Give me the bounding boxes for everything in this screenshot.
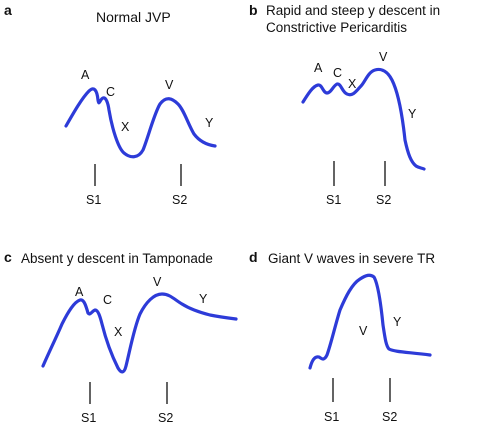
panel-b-label-x: X xyxy=(348,77,357,91)
panel-d-label-y: Y xyxy=(393,315,402,329)
panel-c-s1-label: S1 xyxy=(81,411,96,425)
panel-b-label-y: Y xyxy=(408,107,417,121)
panel-c-s2-label: S2 xyxy=(158,411,173,425)
panel-a-label-c: C xyxy=(106,85,115,99)
panel-d-waveform xyxy=(308,273,432,370)
panel-b-diagram: A C X V Y S1 S2 xyxy=(301,50,426,207)
panel-c-title: Absent y descent in Tamponade xyxy=(21,251,213,266)
panel-b-s1-label: S1 xyxy=(326,193,341,207)
panel-d-s2-label: S2 xyxy=(382,410,397,424)
panel-d-s1-label: S1 xyxy=(324,410,339,424)
panel-c-label-x: X xyxy=(114,325,123,339)
panel-c-tag: c xyxy=(4,249,12,265)
panel-b-title-line-2: Constrictive Pericarditis xyxy=(266,20,408,35)
panel-c-label-c: C xyxy=(103,293,112,307)
panel-c-label-y: Y xyxy=(199,292,208,306)
panel-a-s2-label: S2 xyxy=(172,193,187,207)
panel-d-title: Giant V waves in severe TR xyxy=(268,251,436,266)
panel-b-waveform xyxy=(301,67,426,171)
panel-a-diagram: A C X V Y S1 S2 xyxy=(64,68,217,207)
panel-c-diagram: A C X V Y S1 S2 xyxy=(41,275,238,425)
panel-b-title-line-1: Rapid and steep y descent in xyxy=(266,3,441,18)
panel-b-tag: b xyxy=(249,2,258,18)
panel-c-label-v: V xyxy=(153,275,162,289)
panel-d-label-v: V xyxy=(359,324,368,338)
panel-b-label-a: A xyxy=(314,61,323,75)
panel-b-s2-label: S2 xyxy=(376,193,391,207)
panel-a-label-a: A xyxy=(81,68,90,82)
panel-d-diagram: V Y S1 S2 xyxy=(308,273,432,424)
panel-a-waveform xyxy=(64,87,217,159)
panel-a-label-v: V xyxy=(165,78,174,92)
panel-b-label-v: V xyxy=(379,50,388,64)
panel-a-tag: a xyxy=(4,2,12,18)
panel-a-label-x: X xyxy=(121,120,130,134)
panel-a-label-y: Y xyxy=(205,116,214,130)
panel-b-label-c: C xyxy=(333,66,342,80)
panel-d-tag: d xyxy=(249,249,258,265)
panel-c-label-a: A xyxy=(75,285,84,299)
panel-a-s1-label: S1 xyxy=(86,193,101,207)
panel-a-title: Normal JVP xyxy=(96,9,171,25)
panel-c-waveform xyxy=(41,292,238,374)
